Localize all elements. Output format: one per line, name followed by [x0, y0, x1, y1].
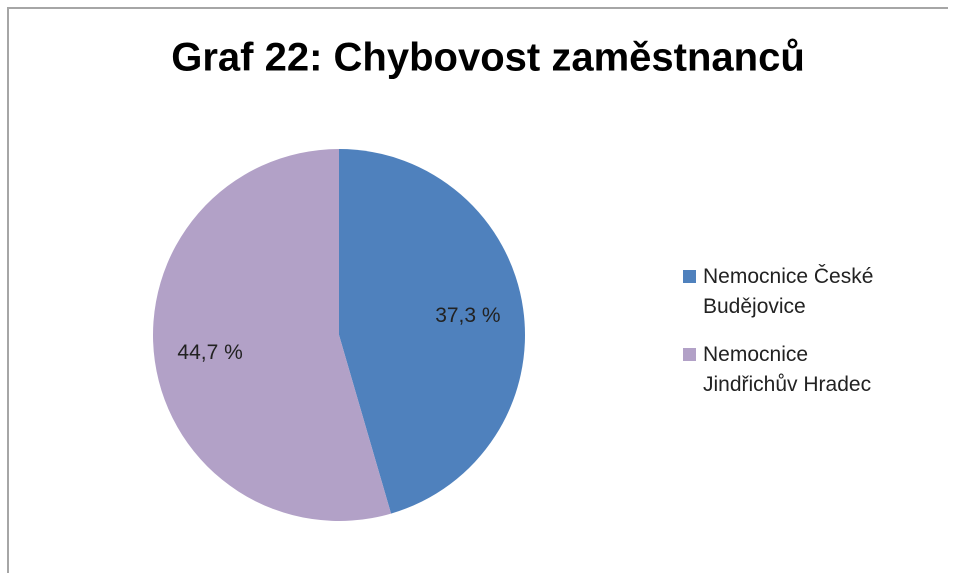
data-label: 44,7 %: [177, 341, 242, 364]
pie-slice: [339, 149, 526, 514]
legend-label: Nemocnice Jindřichův Hradec: [703, 343, 872, 396]
legend: Nemocnice České Budějovice Nemocnice Jind…: [683, 262, 923, 418]
legend-label: Nemocnice České Budějovice: [703, 265, 874, 318]
legend-item: Nemocnice Jindřichův Hradec: [683, 340, 923, 400]
data-label: 37,3 %: [435, 304, 500, 327]
chart-title: Graf 22: Chybovost zaměstnanců: [171, 36, 805, 80]
legend-swatch: [683, 348, 696, 361]
chart-frame: [7, 7, 948, 573]
legend-item: Nemocnice České Budějovice: [683, 262, 923, 322]
pie-slice: [153, 149, 392, 521]
legend-swatch: [683, 270, 696, 283]
